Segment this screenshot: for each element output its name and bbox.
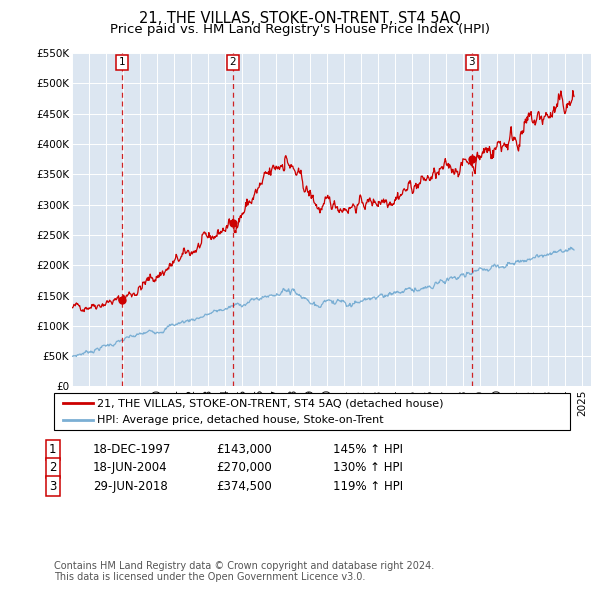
Text: 1: 1 bbox=[119, 57, 125, 67]
Text: 130% ↑ HPI: 130% ↑ HPI bbox=[333, 461, 403, 474]
Text: 29-JUN-2018: 29-JUN-2018 bbox=[93, 480, 168, 493]
Text: 21, THE VILLAS, STOKE-ON-TRENT, ST4 5AQ: 21, THE VILLAS, STOKE-ON-TRENT, ST4 5AQ bbox=[139, 11, 461, 25]
Text: 2: 2 bbox=[230, 57, 236, 67]
Text: 145% ↑ HPI: 145% ↑ HPI bbox=[333, 443, 403, 456]
Text: 3: 3 bbox=[469, 57, 475, 67]
Text: Contains HM Land Registry data © Crown copyright and database right 2024.
This d: Contains HM Land Registry data © Crown c… bbox=[54, 560, 434, 582]
Text: 2: 2 bbox=[49, 461, 56, 474]
Text: 18-DEC-1997: 18-DEC-1997 bbox=[93, 443, 172, 456]
Text: Price paid vs. HM Land Registry's House Price Index (HPI): Price paid vs. HM Land Registry's House … bbox=[110, 23, 490, 36]
Text: £143,000: £143,000 bbox=[216, 443, 272, 456]
Text: 119% ↑ HPI: 119% ↑ HPI bbox=[333, 480, 403, 493]
Text: £374,500: £374,500 bbox=[216, 480, 272, 493]
Text: HPI: Average price, detached house, Stoke-on-Trent: HPI: Average price, detached house, Stok… bbox=[97, 415, 384, 425]
Text: 18-JUN-2004: 18-JUN-2004 bbox=[93, 461, 167, 474]
Text: 21, THE VILLAS, STOKE-ON-TRENT, ST4 5AQ (detached house): 21, THE VILLAS, STOKE-ON-TRENT, ST4 5AQ … bbox=[97, 398, 444, 408]
Text: 1: 1 bbox=[49, 443, 56, 456]
Text: 3: 3 bbox=[49, 480, 56, 493]
Text: £270,000: £270,000 bbox=[216, 461, 272, 474]
